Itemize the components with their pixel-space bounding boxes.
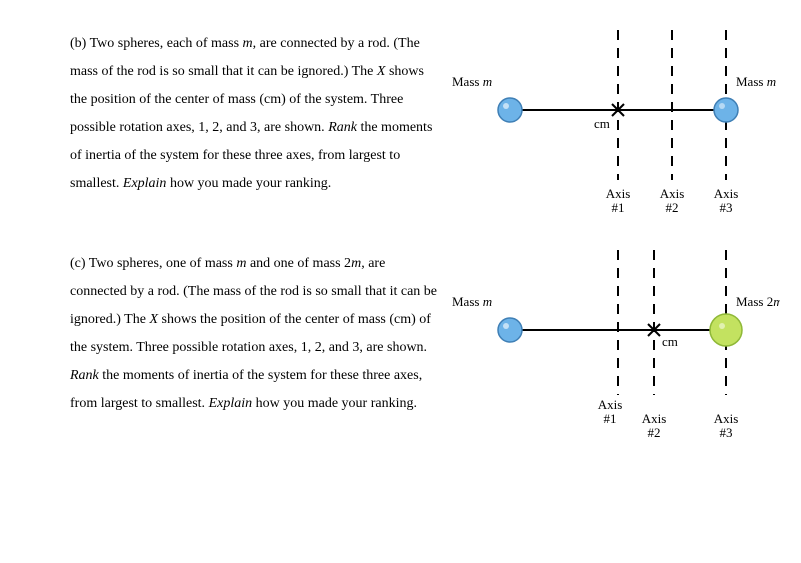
svg-text:Axis#2: Axis#2 [660,186,685,215]
svg-text:Axis#2: Axis#2 [642,411,667,440]
svg-text:Mass m: Mass m [452,294,492,309]
svg-text:Axis#3: Axis#3 [714,186,739,215]
part-c-row: (c) Two spheres, one of mass m and one o… [0,220,801,440]
part-c-text: (c) Two spheres, one of mass m and one o… [0,220,450,428]
svg-text:cm: cm [662,334,678,349]
svg-text:cm: cm [594,116,610,131]
svg-text:Axis#1: Axis#1 [606,186,631,215]
svg-text:Mass 2m: Mass 2m [736,294,780,309]
part-b-text: (b) Two spheres, each of mass m, are con… [0,0,450,208]
svg-text:Mass m: Mass m [452,74,492,89]
svg-text:Axis#1: Axis#1 [598,397,623,426]
part-b-figure: Mass m Mass m cm Axis#1 Axis#2 Axis#3 [450,0,780,220]
svg-text:Axis#3: Axis#3 [714,411,739,440]
part-c-figure: Mass m Mass 2m cm Axis#1 Axis#2 Axis#3 [450,220,780,440]
part-b-row: (b) Two spheres, each of mass m, are con… [0,0,801,220]
svg-text:Mass m: Mass m [736,74,776,89]
